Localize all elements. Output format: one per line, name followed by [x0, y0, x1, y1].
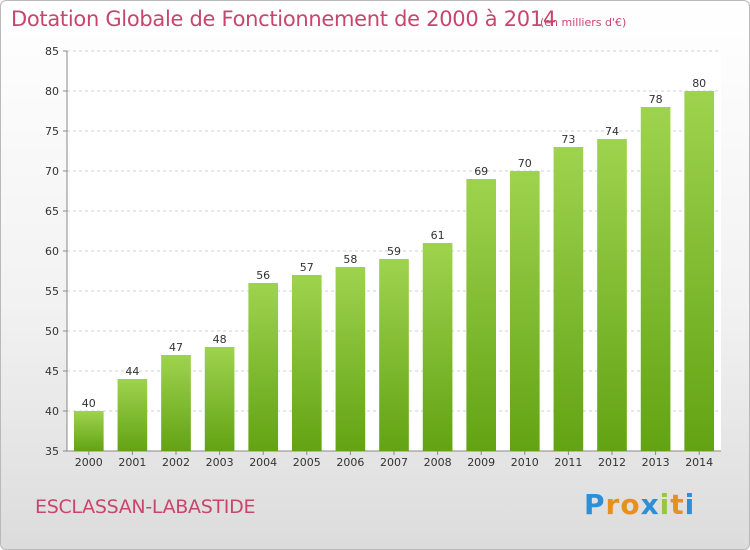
- y-tick-label: 70: [45, 165, 59, 178]
- bar-value-label: 74: [605, 125, 619, 138]
- y-tick-label: 35: [45, 445, 59, 458]
- x-tick-label: 2013: [642, 456, 670, 469]
- proxiti-logo: Proxiti: [584, 488, 695, 521]
- x-tick-label: 2001: [118, 456, 146, 469]
- x-tick-label: 2007: [380, 456, 408, 469]
- bar: [553, 147, 584, 451]
- bar-value-label: 40: [82, 397, 96, 410]
- logo-letter: o: [620, 488, 641, 521]
- x-tick-label: 2006: [336, 456, 364, 469]
- chart-subtitle: (en milliers d'€): [540, 16, 627, 29]
- bar: [684, 91, 715, 451]
- x-tick-label: 2005: [293, 456, 321, 469]
- x-tick-label: 2014: [685, 456, 713, 469]
- commune-name: ESCLASSAN-LABASTIDE: [35, 496, 256, 518]
- bar-value-label: 57: [300, 261, 314, 274]
- logo-letter: i: [659, 488, 671, 521]
- bar: [466, 179, 497, 451]
- bar-value-label: 70: [518, 157, 532, 170]
- bar-value-label: 61: [431, 229, 445, 242]
- bar: [597, 139, 627, 451]
- y-tick-label: 65: [45, 205, 59, 218]
- bar: [335, 267, 366, 451]
- x-tick-label: 2002: [162, 456, 190, 469]
- y-tick-label: 60: [45, 245, 59, 258]
- x-tick-label: 2008: [424, 456, 452, 469]
- x-tick-label: 2010: [511, 456, 539, 469]
- bar-value-label: 56: [256, 269, 270, 282]
- bar: [248, 283, 279, 451]
- y-tick-label: 45: [45, 365, 59, 378]
- bar: [291, 275, 322, 451]
- bar: [379, 259, 409, 451]
- bar: [117, 379, 148, 451]
- y-tick-label: 50: [45, 325, 59, 338]
- x-tick-label: 2009: [467, 456, 495, 469]
- x-tick-label: 2004: [249, 456, 277, 469]
- bar-value-label: 73: [561, 133, 575, 146]
- bar-value-label: 59: [387, 245, 401, 258]
- bar-value-label: 80: [692, 77, 706, 90]
- logo-letter: x: [640, 488, 660, 521]
- bar-value-label: 48: [213, 333, 227, 346]
- bar-value-label: 69: [474, 165, 488, 178]
- bar-value-label: 44: [125, 365, 139, 378]
- bar-value-label: 78: [649, 93, 663, 106]
- bar-chart: 35 40 45 50 55 60 65 70 75 80 85 40 2000 44 2001 47 2002…: [45, 45, 721, 469]
- chart-title: Dotation Globale de Fonctionnement de 20…: [11, 7, 556, 31]
- y-tick-label: 40: [45, 405, 59, 418]
- y-tick-label: 80: [45, 85, 59, 98]
- bar: [509, 171, 540, 451]
- bar: [204, 347, 235, 451]
- logo-letter: i: [684, 488, 696, 521]
- logo-letter: P: [584, 488, 606, 521]
- y-tick-label: 75: [45, 125, 59, 138]
- y-tick-label: 85: [45, 45, 59, 58]
- bar: [161, 355, 191, 451]
- bar: [422, 243, 453, 451]
- bar: [640, 107, 671, 451]
- bar: [73, 411, 104, 451]
- bar-value-label: 47: [169, 341, 183, 354]
- x-tick-label: 2003: [206, 456, 234, 469]
- logo-letter: r: [605, 488, 621, 521]
- x-tick-label: 2000: [75, 456, 103, 469]
- y-tick-label: 55: [45, 285, 59, 298]
- bar-value-label: 58: [343, 253, 357, 266]
- x-tick-label: 2011: [554, 456, 582, 469]
- logo-letter: t: [670, 488, 685, 521]
- x-tick-label: 2012: [598, 456, 626, 469]
